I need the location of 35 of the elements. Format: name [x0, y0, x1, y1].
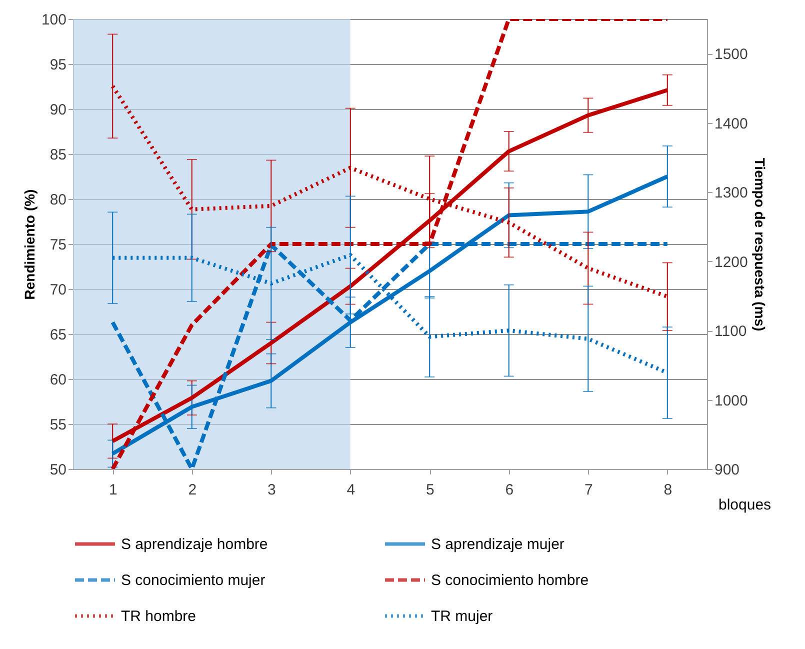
x-tick-label: 4 — [346, 482, 356, 498]
y2-tick-label: 1100 — [714, 323, 747, 340]
y2-tick-label: 900 — [714, 462, 740, 478]
y2-tick-label: 1200 — [714, 254, 748, 271]
y-tick-label: 75 — [50, 236, 66, 254]
y2-tick-label: 1000 — [714, 392, 748, 410]
y2-tick-label: 1300 — [714, 184, 748, 202]
y2-axis-title: Tiempo de respuesta (ms) — [752, 158, 768, 332]
y-tick-label: 60 — [50, 372, 66, 388]
y-tick-label: 85 — [50, 146, 66, 164]
x-tick-label: 1 — [108, 482, 118, 498]
legend-label: TR mujer — [431, 608, 493, 625]
legend-label: S conocimiento hombre — [431, 572, 589, 589]
x-tick-label: 7 — [584, 482, 593, 498]
legend-label: S conocimiento mujer — [121, 572, 266, 589]
y2-tick-label: 1500 — [714, 46, 748, 64]
legend-label: S aprendizaje mujer — [431, 536, 564, 553]
y-tick-label: 65 — [50, 326, 66, 344]
legend-label: S aprendizaje hombre — [121, 536, 268, 553]
y-tick-label: 95 — [50, 56, 66, 74]
y2-tick-label: 1400 — [714, 115, 748, 132]
y-tick-label: 100 — [41, 12, 66, 28]
x-tick-label: 5 — [426, 482, 434, 498]
x-tick-label: 8 — [664, 482, 672, 498]
legend-label: TR hombre — [121, 608, 196, 625]
y-tick-label: 70 — [50, 282, 66, 298]
x-tick-label: 6 — [505, 482, 514, 498]
y-tick-label: 80 — [50, 192, 66, 208]
x-axis-title: bloques — [718, 496, 772, 514]
y-axis-title: Rendimiento (%) — [21, 189, 38, 300]
y-tick-label: 55 — [50, 416, 66, 434]
x-tick-label: 3 — [267, 482, 276, 498]
y-tick-label: 50 — [50, 462, 66, 478]
y-tick-label: 90 — [50, 102, 66, 118]
x-tick-label: 2 — [188, 482, 197, 498]
